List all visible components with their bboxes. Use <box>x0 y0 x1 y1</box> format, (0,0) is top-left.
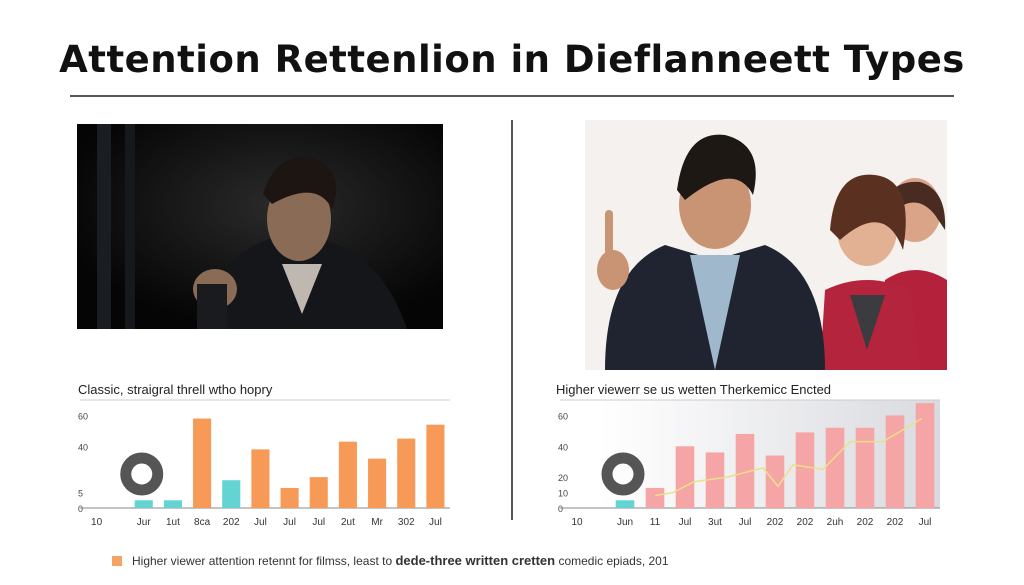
y-tick-label: 5 <box>78 489 83 499</box>
bar <box>338 441 357 508</box>
right-chart-title: Higher viewerr se us wetten Therkemicc E… <box>556 382 832 397</box>
bar <box>193 418 212 508</box>
x-tick-label: 1ut <box>166 517 180 528</box>
y-tick-label: 0 <box>558 504 563 514</box>
legend-text-pre: Higher viewer attention retennt for film… <box>132 554 396 568</box>
x-tick-label: 3ut <box>708 517 722 528</box>
series-line <box>654 417 923 497</box>
bar <box>222 480 241 508</box>
x-tick-label: Jul <box>739 517 752 528</box>
x-tick-label: 8ca <box>194 517 211 528</box>
y-tick-label: 0 <box>78 504 83 514</box>
donut-ring-icon <box>601 452 645 496</box>
donut-ring-icon <box>120 452 164 496</box>
legend: Higher viewer attention retennt for film… <box>112 553 669 568</box>
legend-text-post: comedic epiads, 201 <box>555 554 669 568</box>
x-tick-label: 202 <box>797 517 814 528</box>
bar <box>251 449 270 508</box>
bar <box>615 500 635 508</box>
bar <box>885 415 905 508</box>
x-tick-label: 302 <box>398 517 415 528</box>
x-tick-label: 11 <box>650 517 661 528</box>
bar <box>309 477 328 508</box>
bar <box>795 432 815 508</box>
bar <box>915 403 935 508</box>
x-tick-label: 10 <box>91 517 103 528</box>
bar <box>134 500 153 508</box>
bar <box>705 452 725 508</box>
y-tick-label: 40 <box>558 442 568 452</box>
x-tick-label: 2ut <box>341 517 355 528</box>
y-tick-label: 40 <box>78 442 88 452</box>
left-chart-title: Classic, straigral threll wtho hopry <box>78 382 273 397</box>
bar <box>426 424 445 508</box>
bar <box>645 487 665 508</box>
x-tick-label: Jul <box>429 517 442 528</box>
x-tick-label: Jul <box>283 517 296 528</box>
x-tick-label: 202 <box>767 517 784 528</box>
x-tick-label: Jul <box>679 517 692 528</box>
page-title: Attention Rettenlion in Dieflanneett Typ… <box>59 38 965 81</box>
x-tick-label: 202 <box>223 517 240 528</box>
title-divider <box>70 95 954 97</box>
legend-text: Higher viewer attention retennt for film… <box>132 553 669 568</box>
bar <box>825 427 845 508</box>
right-bar-line-chart: 0 10 20 40 60 10 Jun 11 Jul 3ut Jul 202 202 2uh 202 202… <box>558 399 940 528</box>
x-tick-label: Jun <box>617 517 633 528</box>
thriller-photo <box>77 124 443 329</box>
x-tick-label: Mr <box>371 517 383 528</box>
x-tick-label: Jur <box>137 517 152 528</box>
x-tick-label: Jul <box>919 517 932 528</box>
x-tick-label: 202 <box>887 517 904 528</box>
bar <box>397 438 416 508</box>
y-tick-label: 10 <box>558 489 568 499</box>
bar <box>163 500 182 508</box>
x-tick-label: Jul <box>254 517 267 528</box>
bar <box>368 458 387 508</box>
bar <box>675 446 695 508</box>
x-tick-label: 2uh <box>827 517 844 528</box>
vertical-divider <box>511 120 513 520</box>
x-tick-label: 202 <box>857 517 874 528</box>
bar <box>280 487 299 508</box>
comedy-photo <box>585 120 947 370</box>
x-tick-label: Jul <box>312 517 325 528</box>
bar <box>735 433 755 508</box>
legend-text-em: dede-three written cretten <box>395 553 556 568</box>
bar <box>855 427 875 508</box>
y-tick-label: 60 <box>78 411 88 421</box>
x-tick-label: 10 <box>571 517 583 528</box>
legend-swatch <box>112 555 122 566</box>
y-tick-label: 60 <box>558 411 568 421</box>
left-bar-chart: 0 5 40 60 10 Jur 1ut 8ca 202 Jul Jul Jul 2ut Mr 302 Jul <box>78 399 450 528</box>
y-tick-label: 20 <box>558 473 568 483</box>
